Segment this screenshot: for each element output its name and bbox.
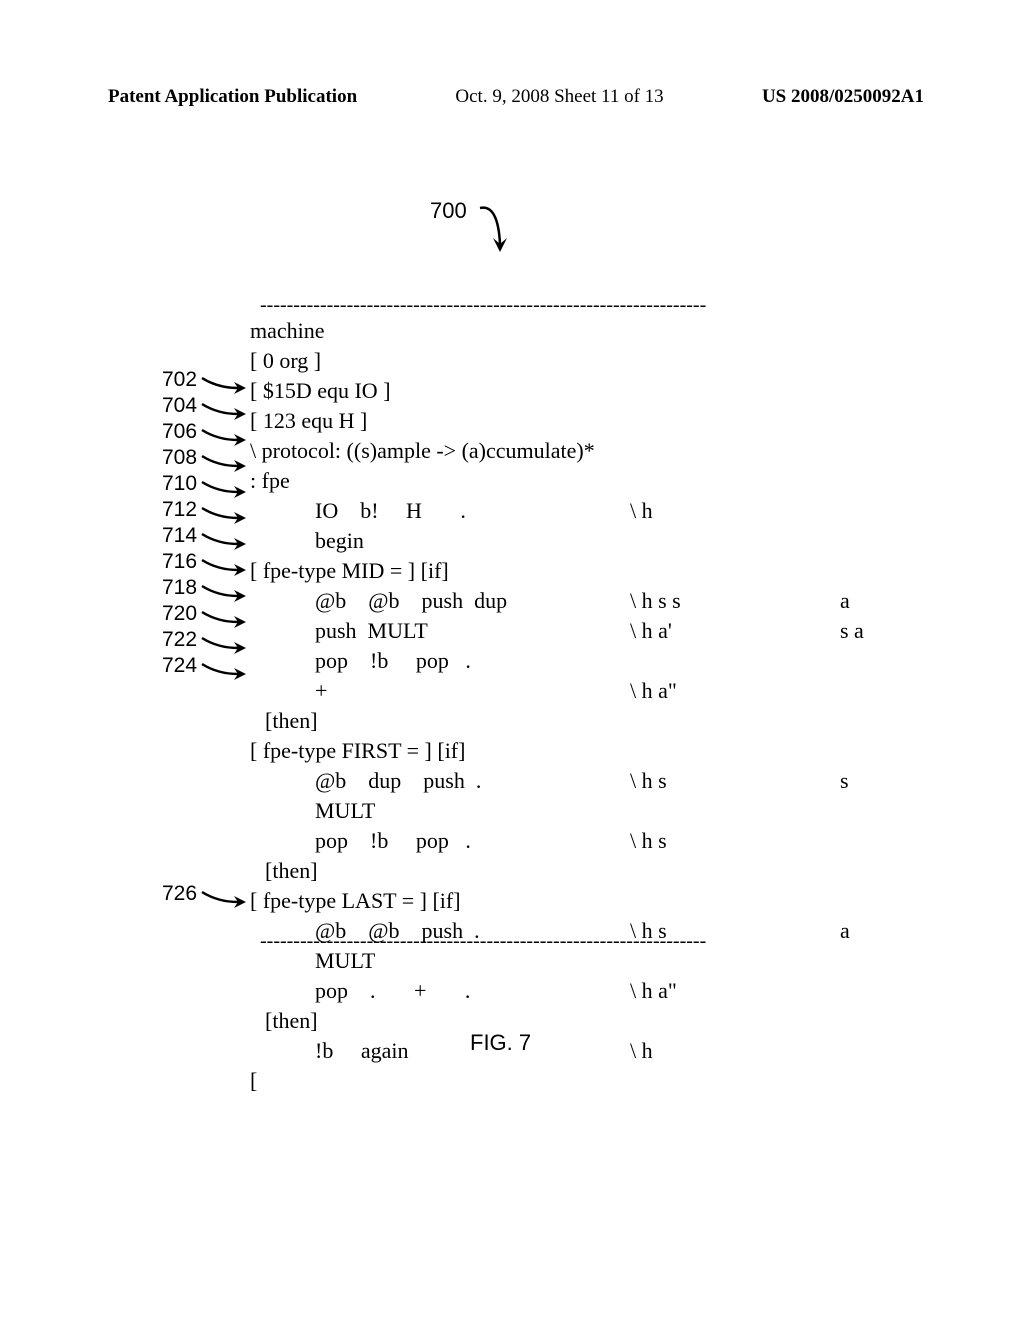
header-mid: Oct. 9, 2008 Sheet 11 of 13 bbox=[455, 86, 663, 108]
line-bbp-c: a bbox=[840, 916, 850, 947]
line-bb-a: @b @b push dup bbox=[315, 586, 507, 617]
arrow-718-icon bbox=[200, 578, 250, 606]
arrow-714-icon bbox=[200, 526, 250, 554]
dash-top: ----------------------------------------… bbox=[260, 294, 706, 317]
arrow-716-icon bbox=[200, 552, 250, 580]
line-bbp-b: \ h s bbox=[630, 916, 667, 947]
line-popp-b: \ h a" bbox=[630, 976, 677, 1007]
line-proto: \ protocol: ((s)ample -> (a)ccumulate)* bbox=[250, 436, 595, 467]
arrow-712-icon bbox=[200, 500, 250, 528]
line-iobh-a: IO b! H . bbox=[315, 496, 466, 527]
line-mult1: MULT bbox=[315, 796, 375, 827]
header-left: Patent Application Publication bbox=[108, 86, 357, 108]
line-bb-b: \ h s s bbox=[630, 586, 681, 617]
line-pop2-a: pop !b pop . bbox=[315, 826, 471, 857]
line-iobh-b: \ h bbox=[630, 496, 653, 527]
ref-718: 718 bbox=[162, 576, 197, 600]
arrow-708-icon bbox=[200, 448, 250, 476]
page-header: Patent Application Publication Oct. 9, 2… bbox=[108, 86, 924, 108]
line-org: [ 0 org ] bbox=[250, 346, 321, 377]
line-plus-b: \ h a" bbox=[630, 676, 677, 707]
arrow-720-icon bbox=[200, 604, 250, 632]
line-popp-a: pop . + . bbox=[315, 976, 470, 1007]
arrow-726-icon bbox=[200, 884, 250, 912]
line-bbp-a: @b @b push . bbox=[315, 916, 480, 947]
ref-708: 708 bbox=[162, 446, 197, 470]
line-br: [ bbox=[250, 1066, 257, 1097]
ref-720: 720 bbox=[162, 602, 197, 626]
line-pm-a: push MULT bbox=[315, 616, 428, 647]
ref-706: 706 bbox=[162, 420, 197, 444]
arrow-722-icon bbox=[200, 630, 250, 658]
arrow-706-icon bbox=[200, 422, 250, 450]
line-bdp-c: s bbox=[840, 766, 849, 797]
line-bag-b: \ h bbox=[630, 1036, 653, 1067]
line-last: [ fpe-type LAST = ] [if] bbox=[250, 886, 461, 917]
line-begin: begin bbox=[315, 526, 364, 557]
line-io: [ $15D equ IO ] bbox=[250, 376, 391, 407]
ref-714: 714 bbox=[162, 524, 197, 548]
header-right: US 2008/0250092A1 bbox=[762, 86, 924, 108]
figure-caption: FIG. 7 bbox=[470, 1030, 531, 1056]
line-first: [ fpe-type FIRST = ] [if] bbox=[250, 736, 465, 767]
line-mult2: MULT bbox=[315, 946, 375, 977]
line-machine: machine bbox=[250, 316, 325, 347]
ref-722: 722 bbox=[162, 628, 197, 652]
arrow-704-icon bbox=[200, 396, 250, 424]
line-pop2-b: \ h s bbox=[630, 826, 667, 857]
line-bdp-a: @b dup push . bbox=[315, 766, 481, 797]
arrow-724-icon bbox=[200, 656, 250, 684]
line-bag-a: !b again bbox=[315, 1036, 408, 1067]
ref-710: 710 bbox=[162, 472, 197, 496]
ref-700: 700 bbox=[430, 198, 467, 224]
line-bdp-b: \ h s bbox=[630, 766, 667, 797]
ref-702: 702 bbox=[162, 368, 197, 392]
arrow-702-icon bbox=[200, 370, 250, 398]
line-h: [ 123 equ H ] bbox=[250, 406, 367, 437]
ref-726: 726 bbox=[162, 882, 197, 906]
line-pm-c: s a bbox=[840, 616, 864, 647]
line-mid: [ fpe-type MID = ] [if] bbox=[250, 556, 449, 587]
line-pop1: pop !b pop . bbox=[315, 646, 471, 677]
line-bb-c: a bbox=[840, 586, 850, 617]
line-then3: [then] bbox=[265, 1006, 318, 1037]
ref-712: 712 bbox=[162, 498, 197, 522]
ref-716: 716 bbox=[162, 550, 197, 574]
line-plus-a: + bbox=[315, 676, 327, 707]
arrow-700-icon bbox=[478, 200, 528, 260]
line-fpe: : fpe bbox=[250, 466, 290, 497]
line-then2: [then] bbox=[265, 856, 318, 887]
ref-724: 724 bbox=[162, 654, 197, 678]
line-pm-b: \ h a' bbox=[630, 616, 672, 647]
ref-704: 704 bbox=[162, 394, 197, 418]
arrow-710-icon bbox=[200, 474, 250, 502]
line-then1: [then] bbox=[265, 706, 318, 737]
